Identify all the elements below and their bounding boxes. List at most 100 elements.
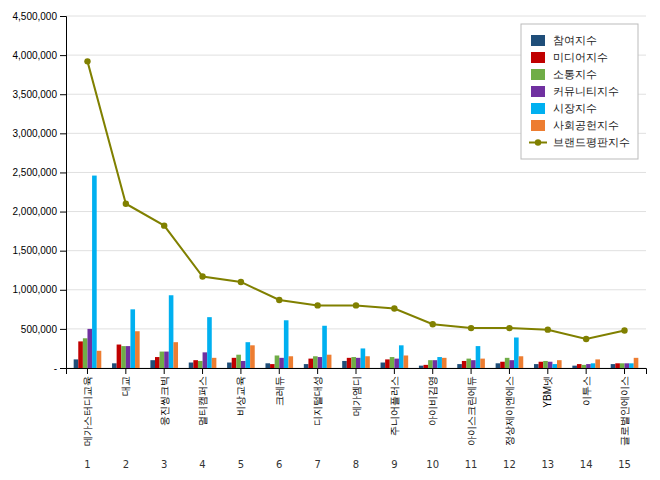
tick-label: 디지털대성 (312, 376, 323, 426)
bar (365, 356, 370, 368)
bar (227, 363, 232, 368)
legend-swatch (531, 103, 545, 114)
legend-marker (535, 139, 541, 145)
tick: 글로벌인에이스 (619, 368, 630, 446)
bar-series (87, 329, 629, 368)
tick-mark (60, 329, 66, 330)
bar (327, 355, 332, 368)
bar (480, 359, 485, 368)
bar (471, 360, 476, 368)
tick-label: 메가스터디교육 (82, 376, 93, 446)
tick-label: YBM넷 (542, 376, 553, 408)
tick-mark (87, 368, 88, 374)
legend-item: 참여지수 (531, 34, 597, 47)
bar (390, 357, 395, 368)
axis-line (67, 369, 647, 375)
x-axis: 메가스터디교육대교웅진씽크빅멀티캠퍼스비상교육크레듀디지털대성메가엠디주니어플러… (67, 368, 647, 446)
tick-mark (60, 94, 66, 95)
marker (583, 336, 589, 342)
tick: 비상교육 (235, 368, 246, 416)
annotation: 13 (541, 459, 554, 470)
bar (318, 357, 323, 368)
plot: - 500,000 1,000,000 1,500,000 2,000,000 2,500… (13, 11, 647, 470)
tick-label: 1,500,000 (13, 245, 58, 256)
bar (250, 345, 255, 368)
bar (198, 361, 203, 368)
bar (92, 176, 97, 368)
bar (265, 363, 270, 368)
bar (514, 337, 519, 368)
legend-box (521, 24, 638, 159)
legend-swatch (531, 69, 545, 80)
bar (270, 364, 275, 368)
bar (126, 346, 131, 368)
tick-mark (356, 368, 357, 374)
bar (591, 363, 596, 368)
marker (545, 326, 551, 332)
bar (160, 352, 165, 368)
tick-label: 4,000,000 (13, 50, 58, 61)
bar (308, 359, 313, 368)
bar-series (74, 359, 616, 368)
tick: YBM넷 (542, 368, 553, 408)
tick-mark (60, 16, 66, 17)
tick-label: 비상교육 (235, 376, 246, 416)
bar (313, 356, 318, 368)
grid-line (66, 172, 646, 173)
annotation: 14 (580, 459, 593, 470)
marker (276, 297, 282, 303)
tick: 주니어플러스 (389, 368, 400, 436)
tick-label: - (54, 363, 57, 374)
legend-swatch (531, 120, 545, 131)
legend-label: 브랜드평판지수 (553, 136, 630, 149)
tick: 3,000,000 (13, 128, 67, 139)
annotation: 1 (84, 459, 90, 470)
bar (577, 364, 582, 368)
grid-line (66, 250, 646, 251)
tick: 3,500,000 (13, 89, 67, 100)
bar (74, 359, 79, 368)
tick-mark (60, 55, 66, 56)
tick-mark (60, 212, 66, 213)
tick: 메가엠디 (351, 368, 362, 416)
bar (519, 356, 524, 368)
marker (506, 325, 512, 331)
chart: - 500,000 1,000,000 1,500,000 2,000,000 2,500… (0, 0, 660, 480)
bar (150, 360, 155, 368)
bar (203, 352, 208, 368)
tick: 1,000,000 (13, 284, 67, 295)
annotation: 6 (276, 459, 282, 470)
bar-series (92, 176, 634, 368)
tick: 2,000,000 (13, 206, 67, 217)
tick-label: 2,500,000 (13, 167, 58, 178)
bar (582, 365, 587, 368)
tick-mark (624, 368, 625, 374)
tick-label: 아이비김영 (427, 376, 438, 426)
legend-swatch (531, 35, 545, 46)
legend-item: 시장지수 (531, 102, 597, 115)
tick-label: 메가엠디 (351, 376, 362, 416)
bar (288, 356, 293, 368)
tick: 2,500,000 (13, 167, 67, 178)
bar (543, 361, 548, 368)
tick-label: 3,500,000 (13, 89, 58, 100)
tick: 디지털대성 (312, 368, 323, 426)
bar (232, 358, 237, 368)
tick-mark (164, 368, 165, 374)
legend-label: 참여지수 (553, 34, 597, 47)
bar (193, 360, 198, 368)
tick-label: 정상제이엔에스 (504, 376, 515, 446)
tick-mark (394, 368, 395, 374)
annotation: 15 (618, 459, 631, 470)
bar (164, 352, 169, 368)
bar (505, 358, 510, 368)
legend-label: 시장지수 (553, 102, 597, 115)
tick: 아이스크린에듀 (466, 368, 477, 446)
tick-mark (60, 251, 66, 252)
marker (84, 58, 90, 64)
bar (189, 363, 194, 368)
bar (121, 346, 126, 368)
tick: 500,000 (21, 324, 66, 335)
tick-label: 글로벌인에이스 (619, 376, 630, 446)
bar (394, 359, 399, 368)
